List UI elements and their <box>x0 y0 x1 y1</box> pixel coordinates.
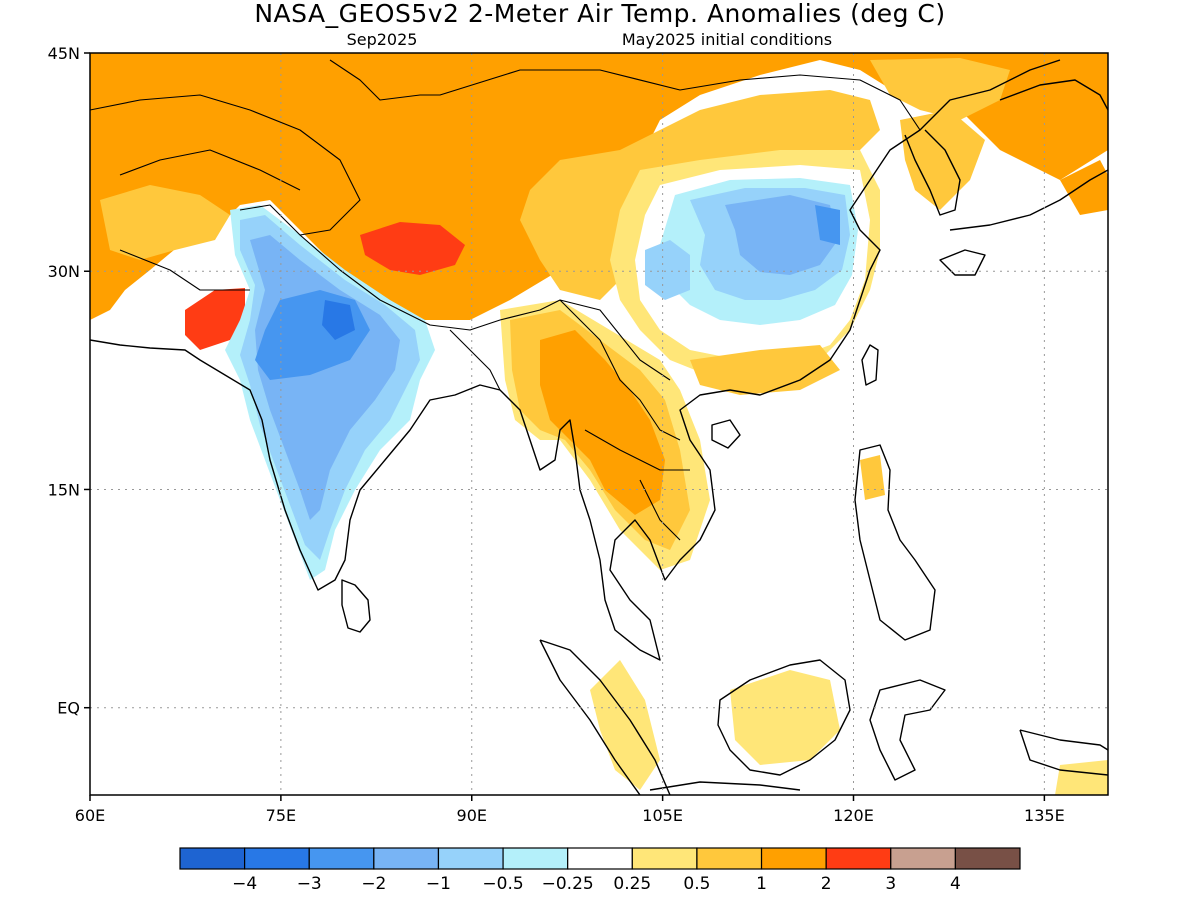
coast-japan <box>939 79 1108 276</box>
anomaly-east-china-cool-spot <box>815 205 840 245</box>
lat-tick-label: 30N <box>48 262 80 281</box>
lon-tick-label: 135E <box>1024 806 1065 825</box>
anomaly-light-orange-2 <box>100 185 230 260</box>
anomaly-borneo-pale <box>730 670 840 765</box>
anomaly-philippines-warm <box>860 455 885 500</box>
coast-sumatra <box>539 639 671 795</box>
anomaly-south-china-coast <box>690 345 840 395</box>
colorbar-label: 2 <box>821 874 832 894</box>
coast-korea <box>904 129 961 216</box>
colorbar-swatch <box>890 847 956 870</box>
colorbar-label: 3 <box>885 874 896 894</box>
colorbar-label: −2 <box>361 874 386 894</box>
coastlines <box>90 59 1108 795</box>
latitude-axis: 45N 30N 15N EQ <box>48 44 90 718</box>
colorbar-swatch <box>825 847 892 870</box>
anomaly-japan-warm <box>1060 160 1108 215</box>
colorbar-swatch <box>308 847 375 870</box>
lon-tick-label: 60E <box>75 806 105 825</box>
country-borders <box>90 59 921 541</box>
map-frame <box>89 52 1109 796</box>
colorbar-label: 4 <box>950 874 961 894</box>
lon-tick-label: 90E <box>457 806 487 825</box>
colorbar-label: −0.25 <box>542 874 594 894</box>
coast-south-asia <box>90 59 1061 661</box>
anomaly-new-guinea-pale <box>1055 760 1108 795</box>
gridlines <box>90 53 1108 795</box>
colorbar-swatch <box>760 847 827 870</box>
anomaly-pakistan-warm <box>185 288 245 350</box>
coast-sulawesi <box>869 679 946 781</box>
anomaly-east-china-cool-mid <box>725 195 838 275</box>
anomaly-tibet-warm <box>360 222 465 275</box>
anomaly-korea-japan-warm <box>900 110 985 210</box>
colorbar-swatch <box>567 847 633 870</box>
coast-srilanka <box>341 579 371 633</box>
colorbar-swatch <box>954 847 1021 870</box>
lat-tick-label: 15N <box>48 480 80 499</box>
colorbar-label: −0.5 <box>482 874 523 894</box>
lon-tick-label: 120E <box>833 806 874 825</box>
anomaly-southeast-asia-orange <box>540 330 665 515</box>
anomaly-sumatra-pale <box>590 660 660 790</box>
coast-new-guinea <box>1019 729 1108 776</box>
anomaly-field <box>90 53 1108 795</box>
coast-java <box>649 781 801 791</box>
lat-tick-label: 45N <box>48 44 80 63</box>
lon-tick-label: 75E <box>266 806 296 825</box>
lon-tick-label: 105E <box>642 806 683 825</box>
coast-philippines <box>854 444 936 641</box>
colorbar-swatch <box>373 847 440 870</box>
colorbar-swatch <box>631 847 698 870</box>
colorbar-swatch <box>244 847 310 870</box>
lat-tick-label: EQ <box>57 699 80 718</box>
anomaly-west-china-cool <box>645 240 690 300</box>
map-title: NASA_GEOS5v2 2-Meter Air Temp. Anomalies… <box>254 0 945 28</box>
coast-taiwan <box>861 344 879 386</box>
anomaly-light-orange-3 <box>870 58 1010 120</box>
colorbar-label: −1 <box>426 874 451 894</box>
colorbar-label: 0.5 <box>683 874 710 894</box>
colorbar: −4 −3 −2 −1 −0.5 −0.25 0.25 0.5 1 2 3 4 <box>179 847 1021 894</box>
colorbar-swatch <box>502 847 569 870</box>
anomaly-india-cool-strong <box>322 300 355 340</box>
coast-borneo <box>717 659 851 776</box>
colorbar-label: 1 <box>756 874 767 894</box>
map-panel: 45N 30N 15N EQ 60E 75E 90E 105E 120E 135E <box>48 44 1109 825</box>
subtitle-month: Sep2025 <box>347 30 418 49</box>
colorbar-swatch <box>437 847 504 870</box>
longitude-axis: 60E 75E 90E 105E 120E 135E <box>75 795 1065 825</box>
colorbar-label: 0.25 <box>613 874 651 894</box>
colorbar-label: −3 <box>297 874 322 894</box>
coast-hainan <box>711 419 741 449</box>
colorbar-label: −4 <box>232 874 257 894</box>
colorbar-swatch <box>696 847 763 870</box>
colorbar-swatch <box>179 847 246 870</box>
subtitle-initial-conditions: May2025 initial conditions <box>622 30 832 49</box>
